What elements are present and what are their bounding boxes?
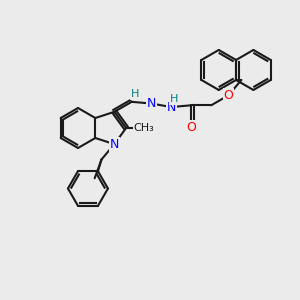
Text: O: O xyxy=(186,121,196,134)
Text: O: O xyxy=(224,89,233,102)
Text: CH₃: CH₃ xyxy=(134,123,154,133)
Text: N: N xyxy=(167,100,176,113)
Text: H: H xyxy=(130,89,139,99)
Text: H: H xyxy=(170,94,178,104)
Text: N: N xyxy=(110,138,119,151)
Text: N: N xyxy=(147,97,156,110)
